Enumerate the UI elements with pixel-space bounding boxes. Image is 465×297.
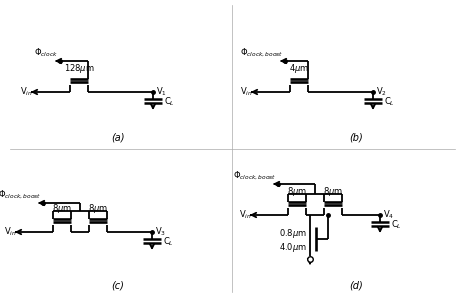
- Text: 128$\mu$m: 128$\mu$m: [64, 62, 94, 75]
- Text: 8$\mu$m: 8$\mu$m: [88, 202, 108, 215]
- Text: 0.8$\mu$m: 0.8$\mu$m: [279, 227, 307, 239]
- Text: $\Phi_{clock}$: $\Phi_{clock}$: [34, 47, 58, 59]
- Text: V$_{in}$: V$_{in}$: [240, 86, 253, 98]
- Text: 8$\mu$m: 8$\mu$m: [52, 202, 72, 215]
- Text: (a): (a): [111, 132, 125, 142]
- Text: V$_3$: V$_3$: [155, 226, 166, 238]
- Text: 4.0$\mu$m: 4.0$\mu$m: [279, 241, 307, 254]
- Text: V$_4$: V$_4$: [383, 209, 394, 221]
- Text: C$_L$: C$_L$: [163, 236, 174, 248]
- Text: V$_2$: V$_2$: [376, 86, 387, 98]
- Text: $\Phi_{clock,boost}$: $\Phi_{clock,boost}$: [240, 47, 283, 59]
- Text: $\Phi_{clock,boost}$: $\Phi_{clock,boost}$: [233, 170, 276, 182]
- Text: 4$\mu$m: 4$\mu$m: [289, 62, 309, 75]
- Text: $\Phi_{clock,boost}$: $\Phi_{clock,boost}$: [0, 189, 41, 201]
- Text: V$_1$: V$_1$: [156, 86, 167, 98]
- Text: 8$\mu$m: 8$\mu$m: [323, 185, 343, 198]
- Text: V$_{in}$: V$_{in}$: [4, 226, 17, 238]
- Text: 8$\mu$m: 8$\mu$m: [287, 185, 307, 198]
- Text: C$_L$: C$_L$: [384, 96, 395, 108]
- Text: V$_{in}$: V$_{in}$: [20, 86, 33, 98]
- Text: C$_L$: C$_L$: [391, 219, 402, 231]
- Text: V$_{in}$: V$_{in}$: [239, 209, 252, 221]
- Text: (d): (d): [349, 280, 363, 290]
- Text: (c): (c): [112, 280, 125, 290]
- Text: (b): (b): [349, 132, 363, 142]
- Text: C$_L$: C$_L$: [164, 96, 175, 108]
